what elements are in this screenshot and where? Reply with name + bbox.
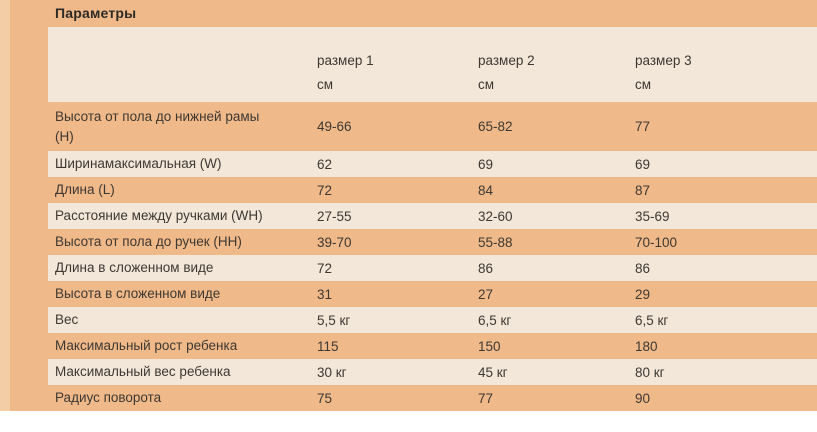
- table-row: Расстояние между ручками (WH) 27-55 32-6…: [48, 203, 817, 229]
- column-header-size-2: размер 2 см: [478, 49, 635, 97]
- row-label: Максимальный рост ребенка: [55, 338, 238, 354]
- parameters-panel: Параметры размер 1 см размер 2 см размер…: [10, 0, 817, 411]
- column-header-unit: см: [317, 77, 334, 92]
- table-row: Радиус поворота 75 77 90: [48, 385, 817, 411]
- row-value: 72: [317, 260, 333, 276]
- row-value: 39-70: [317, 234, 352, 250]
- row-value: 77: [635, 119, 651, 134]
- row-value: 32-60: [478, 208, 513, 224]
- row-value: 84: [478, 182, 494, 198]
- column-header-unit: см: [478, 77, 495, 92]
- table-row: Длина в сложенном виде 72 86 86: [48, 255, 817, 281]
- row-value: 27: [478, 286, 494, 302]
- row-value: 80 кг: [635, 364, 665, 380]
- row-label: Высота в сложенном виде: [55, 286, 221, 302]
- row-value: 6,5 кг: [635, 312, 669, 328]
- row-value: 49-66: [317, 119, 352, 134]
- row-value: 30 кг: [317, 364, 347, 380]
- table-row: Максимальный рост ребенка 115 150 180: [48, 333, 817, 359]
- row-value: 69: [478, 156, 494, 172]
- table-row: Высота в сложенном виде 31 27 29: [48, 281, 817, 307]
- table-row: Высота от пола до ручек (HH) 39-70 55-88…: [48, 229, 817, 255]
- row-value: 90: [635, 390, 651, 406]
- table-row: Высота от пола до нижней рамы (H) 49-66 …: [48, 102, 817, 151]
- row-value: 45 кг: [478, 364, 508, 380]
- column-header-unit: см: [635, 77, 652, 92]
- parameters-table: размер 1 см размер 2 см размер 3 см Высо…: [48, 27, 817, 411]
- column-header-size-3: размер 3 см: [635, 49, 817, 97]
- table-row: Вес 5,5 кг 6,5 кг 6,5 кг: [48, 307, 817, 333]
- row-label: Высота от пола до ручек (HH): [55, 234, 242, 250]
- table-row: Длина (L) 72 84 87: [48, 177, 817, 203]
- row-value: 35-69: [635, 208, 670, 224]
- row-value: 5,5 кг: [317, 312, 351, 328]
- row-label: Высота от пола до нижней рамы (H): [55, 108, 260, 144]
- row-value: 69: [635, 156, 651, 172]
- left-margin-strip: [0, 0, 10, 411]
- row-value: 77: [478, 390, 494, 406]
- row-label: Максимальный вес ребенка: [55, 364, 231, 380]
- row-label: Расстояние между ручками (WH): [55, 208, 263, 224]
- row-value: 65-82: [478, 119, 513, 134]
- table-header-row: размер 1 см размер 2 см размер 3 см: [48, 27, 817, 102]
- column-header-label: размер 3: [635, 53, 692, 68]
- page-title: Параметры: [55, 5, 137, 21]
- row-value: 70-100: [635, 234, 678, 250]
- row-value: 62: [317, 156, 333, 172]
- row-value: 55-88: [478, 234, 513, 250]
- row-value: 87: [635, 182, 651, 198]
- row-value: 29: [635, 286, 651, 302]
- row-label: Длина (L): [55, 182, 115, 198]
- row-value: 86: [635, 260, 651, 276]
- row-label: Длина в сложенном виде: [55, 260, 214, 276]
- row-label: Вес: [55, 312, 79, 328]
- column-header-size-1: размер 1 см: [317, 49, 478, 97]
- row-value: 27-55: [317, 208, 352, 224]
- table-row: Максимальный вес ребенка 30 кг 45 кг 80 …: [48, 359, 817, 385]
- row-label: Радиус поворота: [55, 390, 162, 406]
- column-header-label: размер 2: [478, 53, 535, 68]
- column-header-label: размер 1: [317, 53, 374, 68]
- row-value: 115: [317, 338, 339, 354]
- row-value: 150: [478, 338, 501, 354]
- row-value: 6,5 кг: [478, 312, 512, 328]
- table-row: Ширинамаксимальная (W) 62 69 69: [48, 151, 817, 177]
- row-label: Ширинамаксимальная (W): [55, 156, 222, 172]
- row-value: 180: [635, 338, 658, 354]
- row-value: 72: [317, 182, 333, 198]
- row-value: 75: [317, 390, 333, 406]
- row-value: 86: [478, 260, 494, 276]
- row-value: 31: [317, 286, 333, 302]
